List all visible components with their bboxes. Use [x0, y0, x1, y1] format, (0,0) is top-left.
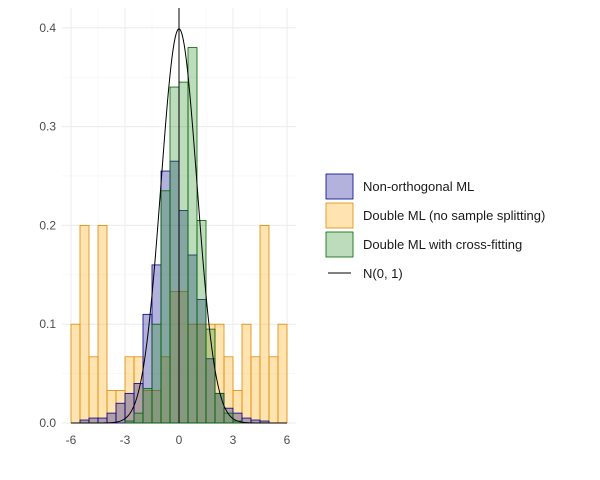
- legend-label: Double ML (no sample splitting): [363, 208, 545, 223]
- legend-key: [325, 202, 354, 229]
- histogram-bar: [88, 356, 99, 424]
- histogram-bar: [241, 323, 252, 424]
- histogram-bar: [169, 86, 180, 424]
- histogram-bar: [106, 412, 117, 424]
- histogram-bar: [277, 323, 288, 424]
- y-tick-label: 0.1: [39, 317, 56, 331]
- histogram-bar: [160, 190, 171, 424]
- histogram-bar: [214, 392, 225, 424]
- histogram-bar: [250, 356, 261, 424]
- legend-label: N(0, 1): [363, 266, 403, 281]
- legend-item: Double ML (no sample splitting): [325, 202, 545, 229]
- x-tick-label: 3: [230, 433, 237, 447]
- legend-key: [325, 173, 354, 200]
- y-tick-label: 0.4: [39, 21, 56, 35]
- legend-item: Non-orthogonal ML: [325, 173, 474, 200]
- histogram-bar: [187, 47, 198, 424]
- histogram-bar: [178, 81, 189, 424]
- histogram-bar: [151, 323, 162, 424]
- x-tick-label: -3: [120, 433, 131, 447]
- reference-curve-layer: [71, 8, 287, 424]
- series-double-ml-with-cross-fitting: [124, 47, 243, 424]
- legend-label: Non-orthogonal ML: [363, 179, 474, 194]
- histogram-bar: [259, 224, 270, 424]
- legend: Non-orthogonal ML Double ML (no sample sp…: [325, 173, 545, 281]
- y-tick-label: 0.0: [39, 416, 56, 430]
- x-tick-label: 6: [284, 433, 291, 447]
- histogram-bar: [133, 412, 144, 424]
- x-tick-label: 0: [176, 433, 183, 447]
- histogram-bar: [79, 224, 90, 424]
- legend-item: Double ML with cross-fitting: [325, 231, 522, 258]
- x-tick-label: -6: [66, 433, 77, 447]
- histogram-bar: [205, 328, 216, 424]
- histogram-bar: [70, 323, 81, 424]
- normal-pdf-curve: [71, 28, 287, 424]
- histogram-bar: [196, 220, 207, 424]
- histogram-bar: [88, 417, 99, 424]
- y-tick-label: 0.3: [39, 120, 56, 134]
- legend-key: [325, 231, 354, 258]
- legend-label: Double ML with cross-fitting: [363, 237, 522, 252]
- axes: -6 -3 0 3 6 0.0 0.1 0.2 0.3 0.4: [39, 21, 290, 447]
- histogram-bar: [97, 417, 108, 424]
- y-tick-label: 0.2: [39, 218, 56, 232]
- histogram-bar: [142, 388, 153, 424]
- histogram-bar: [97, 224, 108, 424]
- histogram-bar: [268, 356, 279, 424]
- histogram-bar: [124, 420, 135, 424]
- legend-item: N(0, 1): [328, 266, 403, 281]
